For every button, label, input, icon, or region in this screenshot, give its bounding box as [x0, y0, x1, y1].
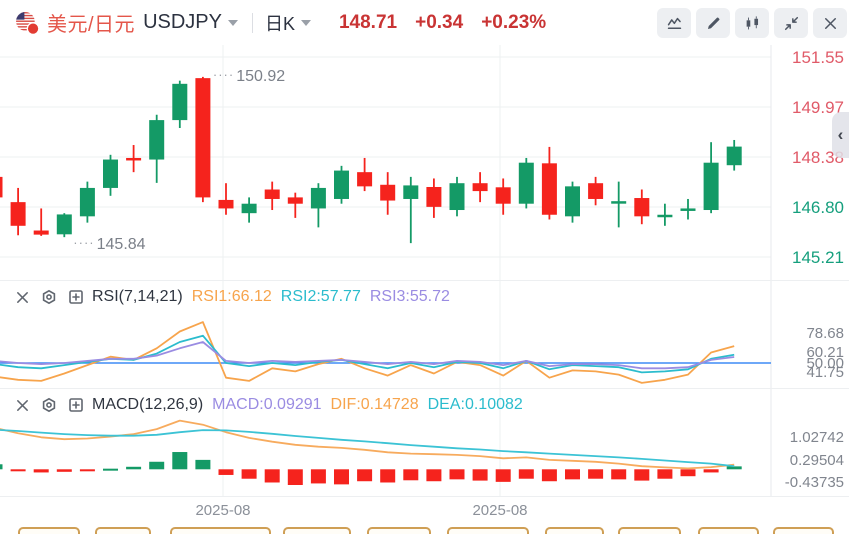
draw-icon[interactable] — [696, 8, 730, 38]
rsi2-value: RSI2:57.77 — [280, 288, 361, 305]
timeframe-dropdown-caret-icon[interactable] — [300, 19, 311, 26]
price-axis-label: 149.97 — [792, 98, 844, 117]
macd-title: MACD(12,26,9) — [92, 396, 204, 413]
time-axis-label: 2025-08 — [195, 502, 251, 519]
period-button-10[interactable] — [773, 527, 834, 534]
annotation-leader-dots: ···· — [73, 235, 95, 251]
macd-settings-icon[interactable] — [40, 396, 58, 414]
chevron-left-icon: ‹ — [837, 125, 844, 144]
high-price-annotation: ···· 150.92 — [212, 66, 286, 85]
collapse-icon[interactable] — [774, 8, 808, 38]
time-axis-label: 2025-08 — [472, 502, 528, 519]
macd-axis-label: 1.02742 — [789, 429, 844, 446]
indicator-icon[interactable] — [657, 8, 691, 38]
symbol-dropdown-caret-icon[interactable] — [227, 19, 238, 26]
macd-axis-label: 0.29504 — [789, 452, 844, 469]
period-button-8[interactable] — [618, 527, 681, 534]
period-button-1[interactable] — [18, 527, 80, 534]
macd-value: MACD:0.09291 — [212, 396, 322, 413]
chart-toolbar — [657, 8, 847, 38]
usdjpy-pair-flag-icon — [14, 10, 40, 36]
rsi-axis-label: 41.75 — [806, 364, 844, 381]
price-axis-label: 145.21 — [792, 248, 844, 267]
price-axis-label: 148.38 — [792, 148, 844, 167]
price-axis-label: 146.80 — [792, 198, 844, 217]
macd-panel-header: MACD(12,26,9) MACD:0.09291 DIF:0.14728 D… — [13, 392, 523, 418]
rsi1-value: RSI1:66.12 — [191, 288, 272, 305]
rsi-settings-icon[interactable] — [40, 288, 58, 306]
period-button-5[interactable] — [367, 527, 431, 534]
dea-value: DEA:0.10082 — [427, 396, 523, 413]
chart-header-bar: 美元/日元 USDJPY 日K 148.71 +0.34 +0.23% — [0, 0, 849, 45]
price-change: +0.34 — [415, 11, 464, 33]
last-price: 148.71 — [338, 11, 398, 33]
period-button-4[interactable] — [283, 527, 351, 534]
close-icon[interactable] — [813, 8, 847, 38]
rsi-panel-header: RSI(7,14,21) RSI1:66.12 RSI2:57.77 RSI3:… — [13, 284, 450, 310]
pair-name: 美元/日元 — [47, 14, 136, 36]
rsi-title: RSI(7,14,21) — [92, 288, 183, 305]
header-divider — [251, 12, 253, 33]
period-button-9[interactable] — [698, 527, 759, 534]
panel-collapse-handle[interactable]: ‹ — [832, 112, 849, 158]
rsi-axis-label: 78.68 — [806, 325, 844, 342]
symbol-selector[interactable]: USDJPY — [143, 11, 222, 33]
rsi-expand-icon[interactable] — [67, 288, 85, 306]
period-button-2[interactable] — [95, 527, 151, 534]
annotation-leader-dots: ···· — [212, 66, 235, 82]
rsi3-value: RSI3:55.72 — [369, 288, 450, 305]
low-price-annotation: ···· 145.84 — [73, 235, 146, 254]
dif-value: DIF:0.14728 — [330, 396, 419, 413]
price-change-percent: +0.23% — [481, 11, 547, 33]
macd-axis-label: -0.43735 — [784, 474, 844, 491]
rsi-close-icon[interactable] — [13, 288, 31, 306]
price-axis-label: 151.55 — [792, 48, 844, 67]
period-button-7[interactable] — [545, 527, 604, 534]
rsi-axis-label: 60.21 — [806, 344, 844, 361]
timeframe-selector[interactable]: 日K — [264, 13, 295, 34]
period-button-3[interactable] — [170, 527, 271, 534]
macd-expand-icon[interactable] — [67, 396, 85, 414]
rsi-axis-label: 50.00 — [806, 355, 844, 372]
macd-close-icon[interactable] — [13, 396, 31, 414]
period-button-6[interactable] — [447, 527, 529, 534]
candlestick-icon[interactable] — [735, 8, 769, 38]
